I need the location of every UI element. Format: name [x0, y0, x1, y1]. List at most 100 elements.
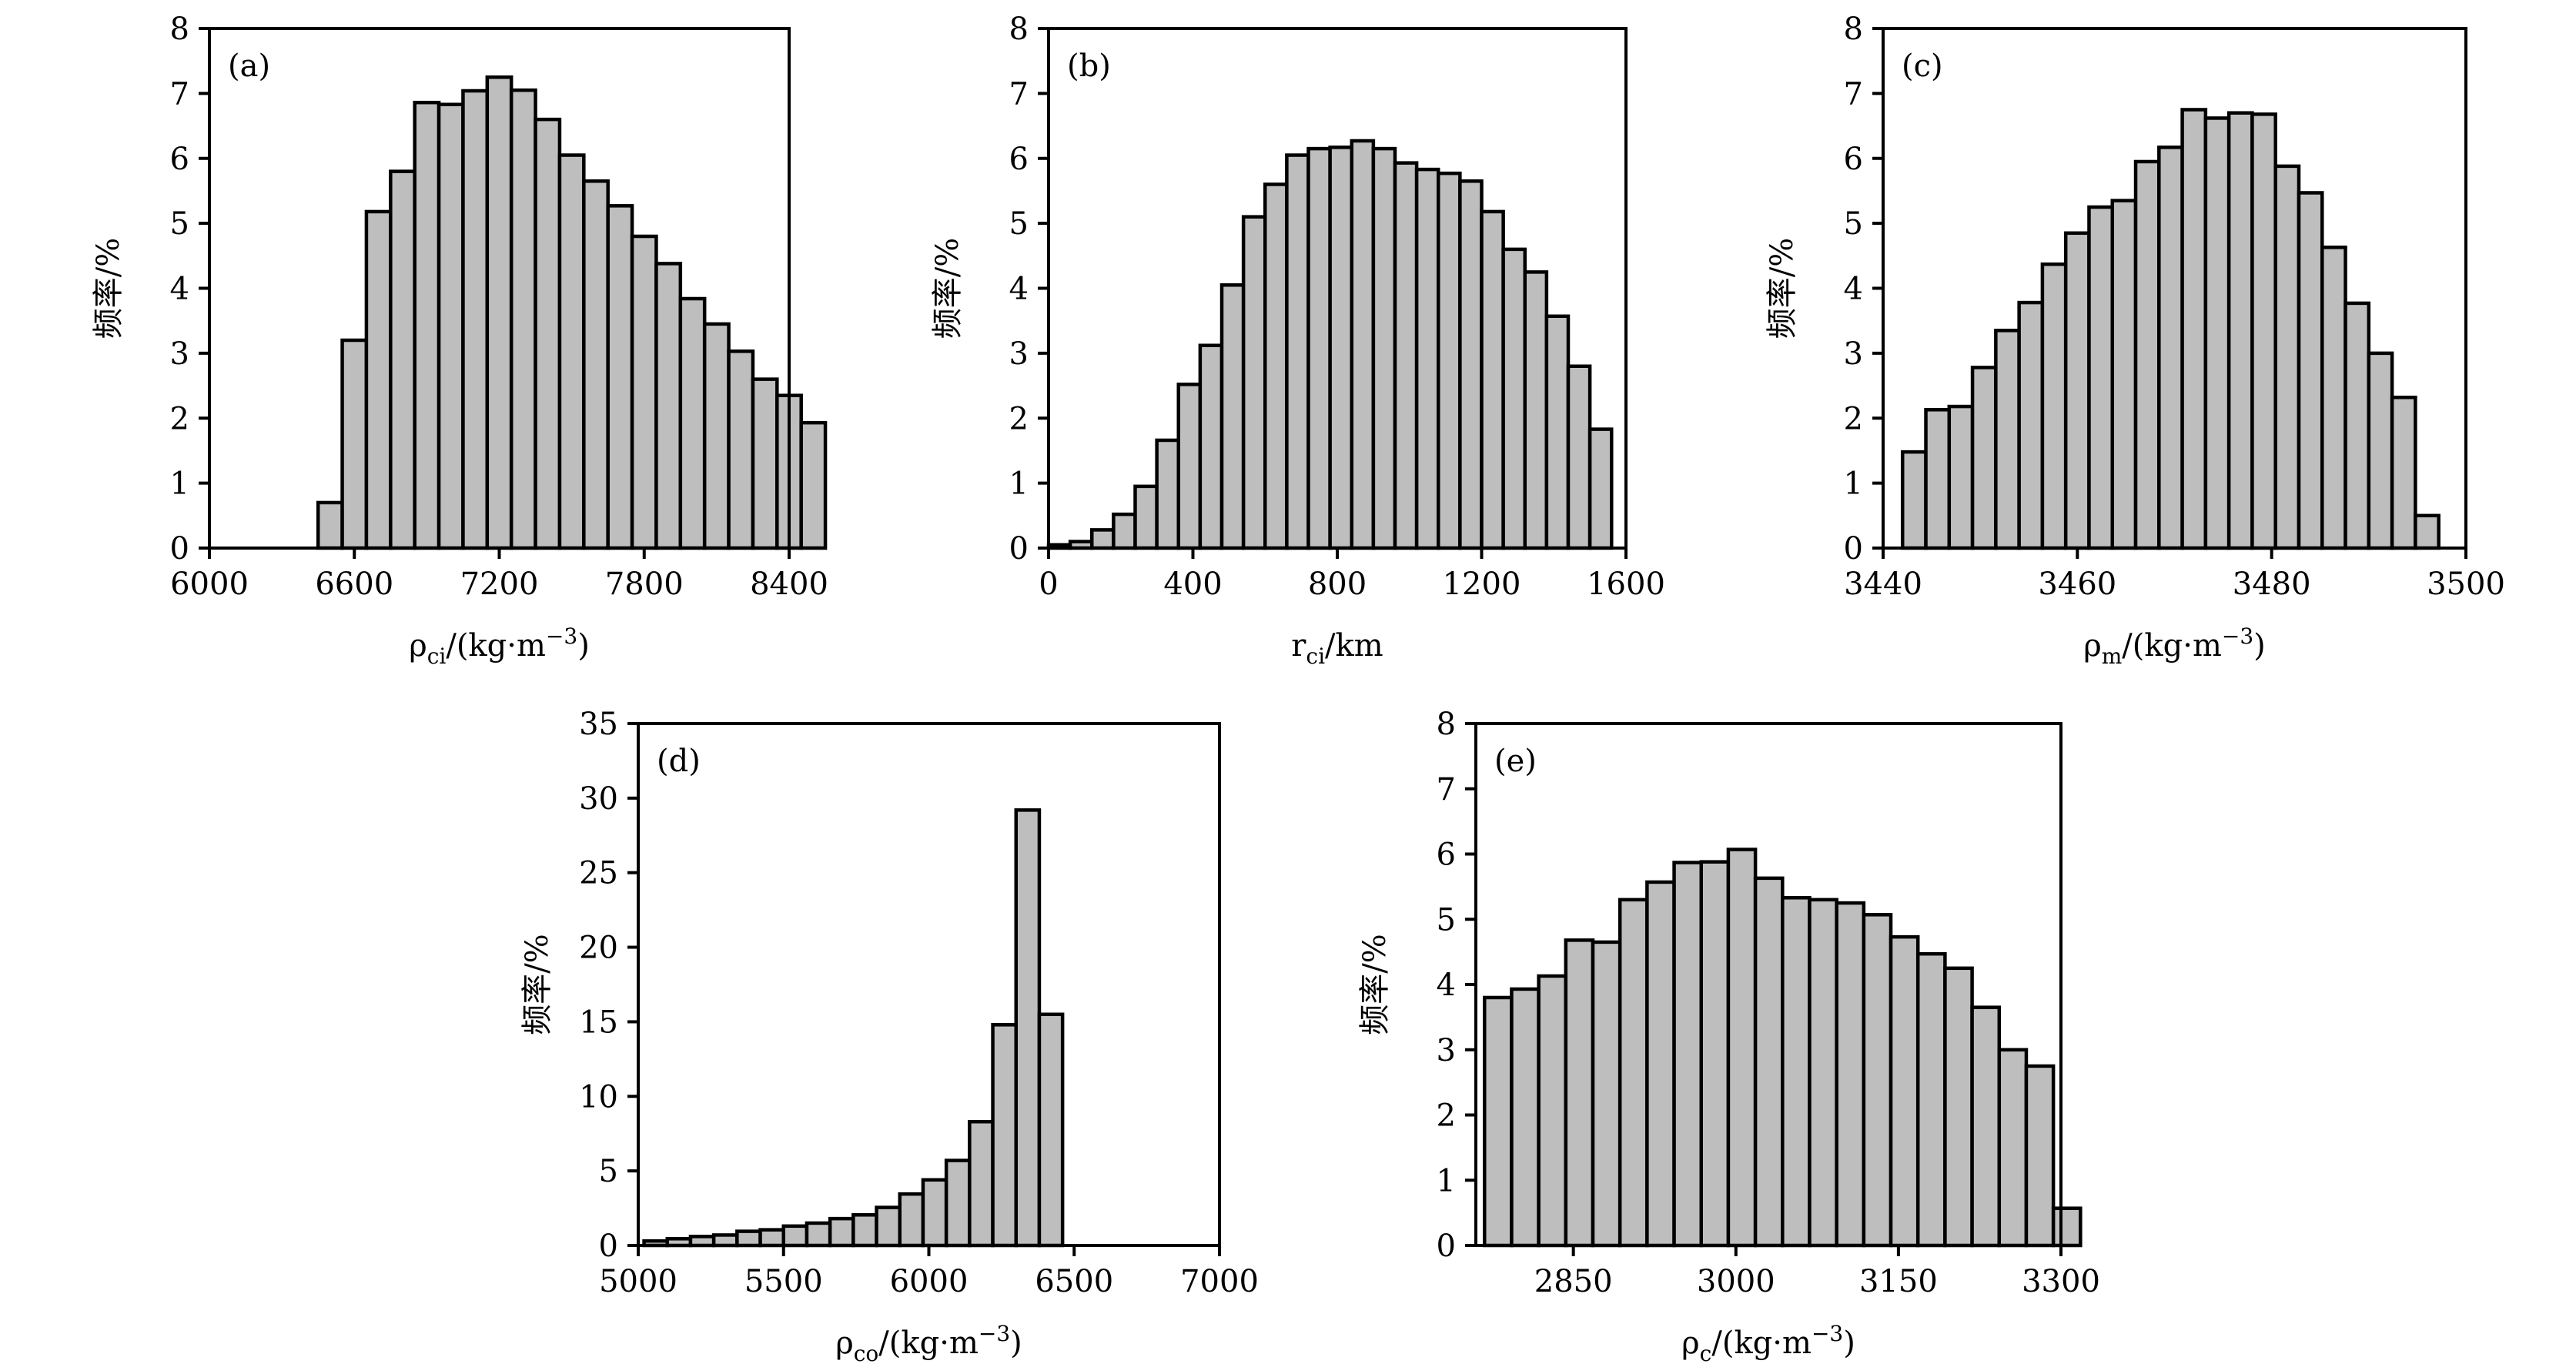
- y-tick-label: 3: [1844, 336, 1863, 372]
- panel-label: (d): [657, 744, 701, 779]
- histogram-bar: [1808, 898, 1838, 1248]
- y-tick-label: 5: [599, 1154, 618, 1189]
- x-tick-label: 3480: [2233, 567, 2311, 602]
- histogram-bar: [1328, 145, 1353, 550]
- panel-label: (c): [1902, 48, 1943, 84]
- histogram-bar: [1219, 283, 1246, 550]
- x-tick-label: 1600: [1587, 567, 1665, 602]
- histogram-bar: [2297, 191, 2324, 550]
- x-tick-label: 6000: [170, 567, 249, 602]
- histogram-bar: [1483, 995, 1514, 1248]
- histogram-bar: [1645, 880, 1676, 1248]
- histogram-bar: [1537, 974, 1568, 1248]
- histogram-bar: [1753, 876, 1785, 1248]
- y-tick-label: 0: [1009, 531, 1029, 567]
- histogram-bar: [1781, 896, 1812, 1248]
- histogram-bar: [1523, 270, 1549, 550]
- histogram-bar: [1414, 167, 1440, 550]
- histogram-bar: [1306, 146, 1332, 550]
- histogram-bar: [1566, 364, 1592, 550]
- x-tick-label: 8400: [750, 567, 828, 602]
- y-tick-label: 7: [1844, 76, 1863, 112]
- histogram-bar: [2273, 164, 2301, 550]
- y-tick-label: 6: [170, 142, 189, 177]
- histogram-bar: [875, 1205, 902, 1248]
- panel-label: (b): [1067, 48, 1111, 84]
- histogram-bar: [1862, 913, 1893, 1248]
- y-tick-label: 5: [1009, 206, 1029, 242]
- histogram-bar: [606, 204, 634, 550]
- histogram-bar: [2226, 111, 2254, 550]
- histogram-bar: [630, 234, 658, 550]
- histogram-bar: [2180, 108, 2208, 550]
- histogram-bar: [1090, 528, 1116, 550]
- x-tick-label: 3150: [1859, 1264, 1938, 1299]
- histogram-bar: [2250, 112, 2277, 550]
- histogram-bar: [1564, 938, 1595, 1248]
- y-tick-label: 1: [1437, 1163, 1456, 1199]
- chart-panel-3: 3440 3460 3480 3500 0 1 2 3 4 5 6 7 8 (c) 频率/% ρm/(kg·m…: [1765, 12, 2505, 669]
- histogram-bar: [1285, 153, 1310, 550]
- y-tick-label: 15: [579, 1005, 618, 1040]
- histogram-bar: [2051, 1206, 2083, 1248]
- y-tick-label: 3: [170, 336, 189, 372]
- y-tick-label: 7: [1009, 76, 1029, 112]
- histogram-bar: [702, 322, 731, 550]
- histogram-bar: [991, 1023, 1019, 1248]
- x-tick-label: 7800: [605, 567, 684, 602]
- histogram-bar: [1176, 383, 1203, 550]
- y-tick-label: 2: [1437, 1098, 1456, 1134]
- histogram-bar: [1970, 1005, 2002, 1248]
- histogram-bar: [2203, 116, 2231, 550]
- histogram-bar: [1587, 427, 1614, 550]
- histogram-bar: [2024, 1064, 2056, 1248]
- histogram-bar: [437, 102, 465, 550]
- x-axis-label: ρci/(kg·m−3): [409, 623, 590, 669]
- y-axis-label: 频率/%: [1765, 238, 1800, 339]
- y-tick-label: 3: [1009, 336, 1029, 372]
- x-tick-label: 5500: [744, 1264, 823, 1299]
- x-tick-label: 0: [1039, 567, 1058, 602]
- histogram-bar: [1350, 139, 1376, 550]
- y-axis-label: 频率/%: [1357, 934, 1393, 1035]
- histogram-bar: [654, 262, 683, 550]
- x-tick-label: 3440: [1844, 567, 1922, 602]
- histogram-bar: [1994, 329, 2021, 550]
- histogram-bar: [2367, 351, 2394, 550]
- histogram-bar: [364, 209, 393, 550]
- histogram-bar: [921, 1178, 948, 1248]
- chart-panel-2: 0 400 800 1200 1600 0 1 2 3 4 5 6 7 8 (b) 频率/% rci/km: [930, 12, 1665, 669]
- histogram-bar: [509, 88, 537, 550]
- x-tick-label: 3500: [2427, 567, 2505, 602]
- histogram-bar: [389, 169, 417, 550]
- histogram-bar: [1198, 343, 1224, 550]
- histogram-bar: [485, 75, 514, 550]
- histogram-bar: [1133, 484, 1159, 550]
- y-tick-label: 4: [1844, 272, 1863, 307]
- plot-frame: [637, 722, 1221, 1247]
- y-tick-label: 25: [579, 856, 618, 891]
- y-tick-label: 8: [1437, 707, 1456, 742]
- y-tick-label: 7: [170, 76, 189, 112]
- histogram-bar: [2157, 145, 2184, 550]
- x-tick-label: 6500: [1035, 1264, 1113, 1299]
- histogram-bar: [1915, 951, 1947, 1248]
- histogram-bar: [1726, 847, 1758, 1248]
- histogram-bar: [1900, 450, 1928, 550]
- histogram-bar: [1241, 215, 1267, 550]
- histogram-bar: [582, 179, 610, 550]
- y-tick-label: 3: [1437, 1033, 1456, 1068]
- y-tick-label: 1: [1844, 466, 1863, 502]
- histogram-bar: [1263, 182, 1289, 550]
- y-tick-label: 2: [170, 401, 189, 436]
- x-tick-label: 6600: [315, 567, 393, 602]
- histogram-bar: [1458, 179, 1484, 550]
- histogram-bar: [851, 1213, 878, 1248]
- histogram-bar: [1037, 1012, 1065, 1248]
- histogram-bar: [1591, 940, 1622, 1248]
- histogram-bar: [2017, 300, 2045, 550]
- y-tick-label: 4: [1009, 272, 1029, 307]
- histogram-bar: [413, 100, 441, 550]
- histogram-bar: [758, 1228, 785, 1248]
- histogram-bar: [781, 1224, 809, 1248]
